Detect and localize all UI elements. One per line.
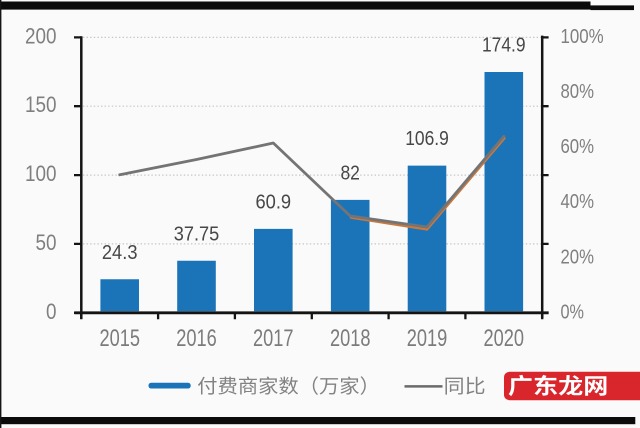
svg-text:2017: 2017 <box>253 325 294 352</box>
svg-text:106.9: 106.9 <box>405 127 449 150</box>
svg-text:150: 150 <box>25 92 57 117</box>
svg-text:2015: 2015 <box>99 325 140 352</box>
svg-text:174.9: 174.9 <box>482 34 526 57</box>
svg-text:100: 100 <box>25 161 57 186</box>
svg-text:2020: 2020 <box>484 325 525 352</box>
svg-text:100%: 100% <box>561 25 604 48</box>
svg-text:2019: 2019 <box>407 325 448 352</box>
svg-text:0: 0 <box>46 299 57 324</box>
svg-text:37.75: 37.75 <box>174 222 220 245</box>
svg-text:0%: 0% <box>561 300 585 323</box>
svg-text:200: 200 <box>25 23 57 48</box>
svg-text:60.9: 60.9 <box>256 190 292 213</box>
svg-text:60%: 60% <box>561 135 595 158</box>
svg-text:20%: 20% <box>561 245 595 268</box>
svg-text:50: 50 <box>36 230 57 255</box>
svg-text:82: 82 <box>340 161 360 184</box>
svg-text:80%: 80% <box>561 80 595 103</box>
svg-text:2018: 2018 <box>330 325 371 352</box>
svg-text:24.3: 24.3 <box>102 241 138 264</box>
svg-text:2016: 2016 <box>176 325 217 352</box>
svg-text:40%: 40% <box>561 190 595 213</box>
